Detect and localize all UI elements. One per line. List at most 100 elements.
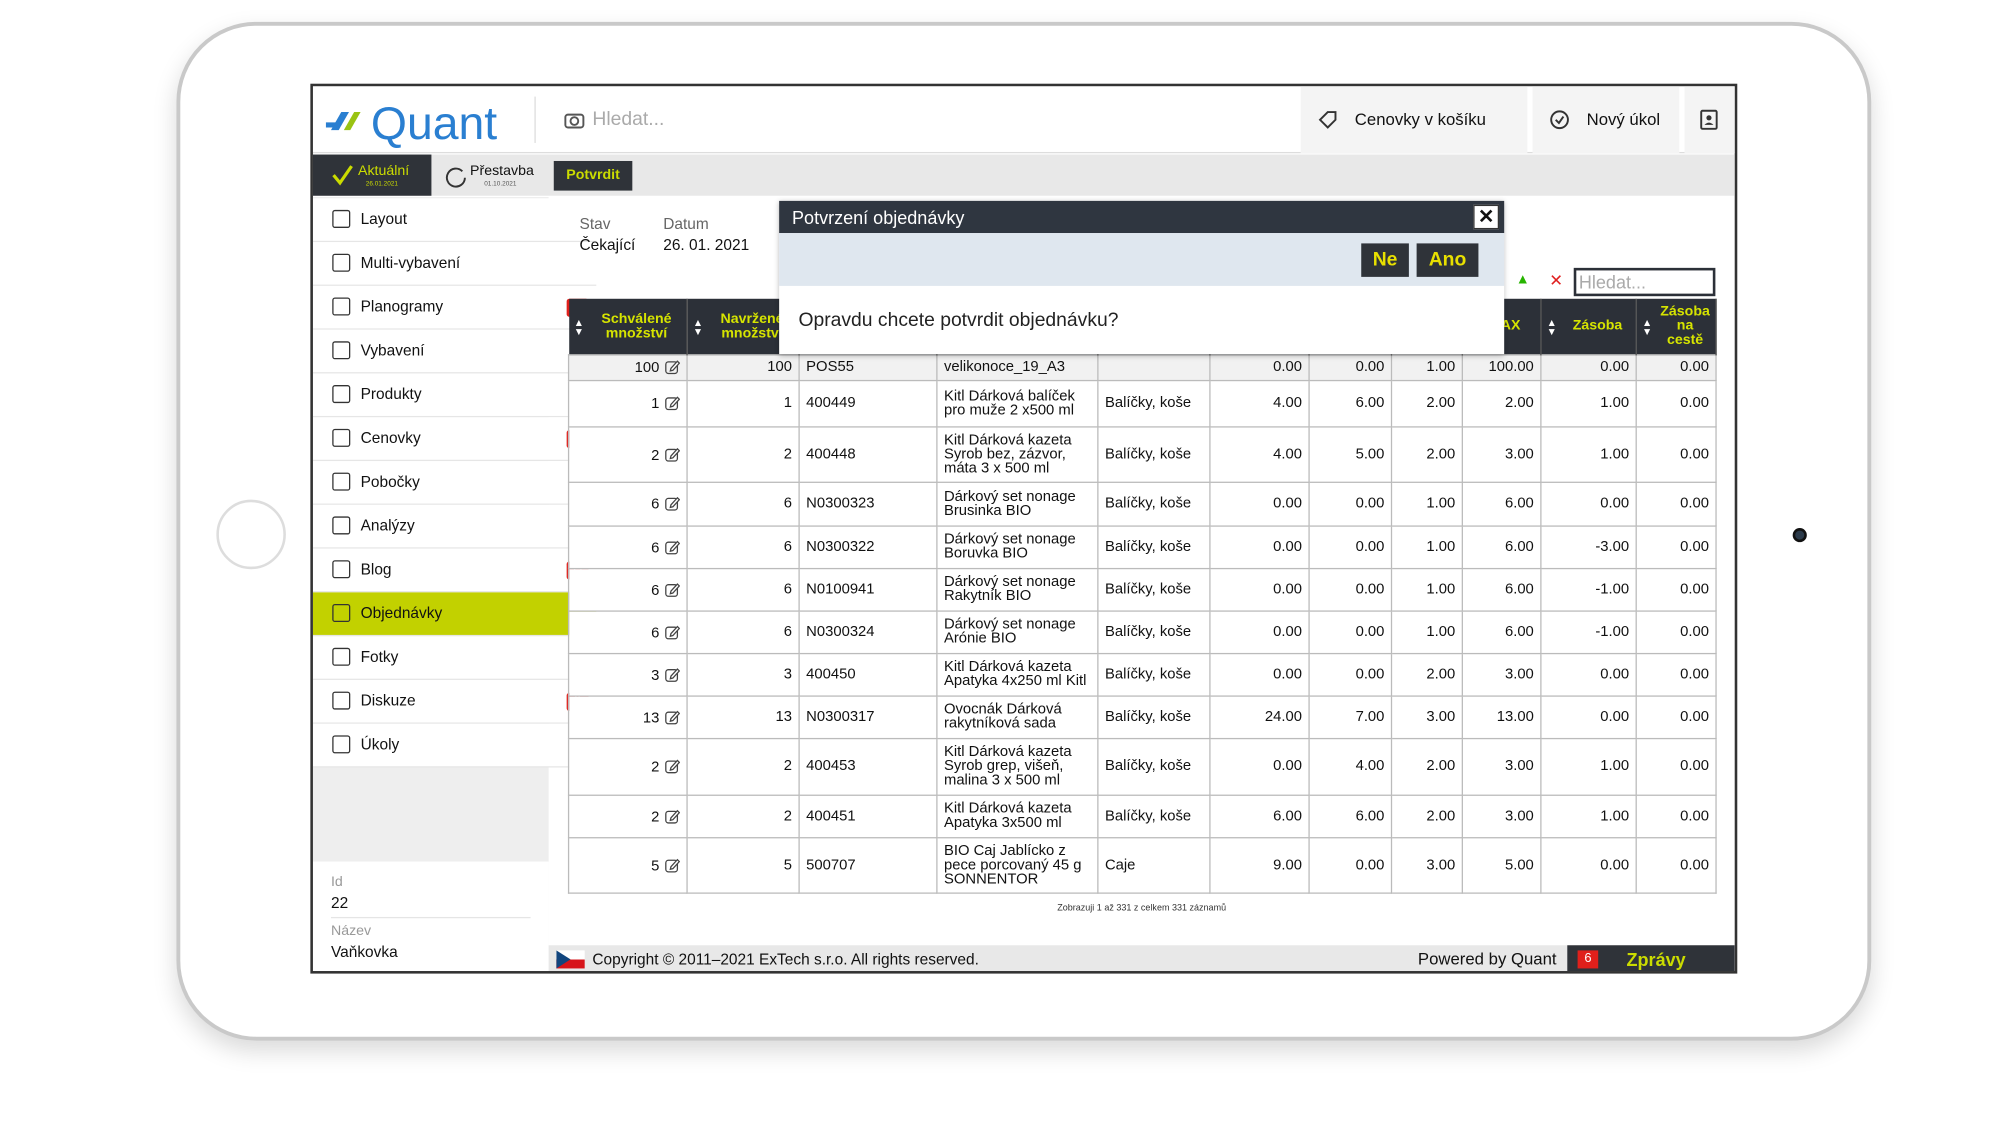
sidebar-item[interactable]: Produkty <box>312 373 597 418</box>
column-header[interactable]: ▲ ▼ Schválené množství <box>568 298 688 355</box>
table-cell: 0.00 <box>1308 525 1393 570</box>
cell-text: 2.00 <box>1426 446 1456 462</box>
flag <box>556 950 585 969</box>
cell-text: 6 <box>651 540 660 556</box>
edit-icon[interactable] <box>665 808 681 823</box>
table-cell: 6.00 <box>1308 379 1393 428</box>
sort-icon: ▲▼ <box>692 316 704 337</box>
sidebar-item[interactable]: Fotky <box>312 636 597 680</box>
table-row: 6 6 N0100941 Dárkový set nonage Rakytník BI… <box>567 567 1717 612</box>
edit-icon[interactable] <box>665 709 681 724</box>
table-cell: Kitl Dárková kazeta Syrob grep, višeň, m… <box>936 737 1099 796</box>
edit-icon[interactable] <box>665 446 681 462</box>
header-label: Zásoba na cestě <box>1660 303 1710 348</box>
cell-text: Dárkový set nonage Arónie BIO <box>943 616 1076 647</box>
cell-text: 100 <box>634 360 660 377</box>
cell-text: 13 <box>775 708 793 725</box>
confirm-button[interactable]: Potvrdit <box>553 160 633 191</box>
edit-icon[interactable] <box>665 581 681 597</box>
search-input[interactable]: Hledat... <box>592 108 665 131</box>
header-wrap: ▲ ▼ Schválené množství <box>574 312 682 340</box>
table-cell: 1.00 <box>1540 379 1637 428</box>
table-cell: Balíčky, koše <box>1097 794 1211 839</box>
sidebar-item[interactable]: Pobočky <box>312 461 597 505</box>
cell-text: 0.00 <box>1680 758 1709 774</box>
new-task-button[interactable]: Nový úkol <box>1532 86 1680 154</box>
sidebar-item[interactable]: Planogramy5 <box>312 285 597 330</box>
table-cell: 0.00 <box>1635 794 1717 839</box>
table-row: 6 6 N0300324 Dárkový set nonage Arónie BIO B… <box>567 610 1717 655</box>
sidebar-item[interactable]: Multi-vybavení <box>312 242 597 286</box>
cell-text: 0.00 <box>1680 666 1709 682</box>
table-cell: 6.00 <box>1461 610 1542 655</box>
sidebar-item[interactable]: Cenovky 3 <box>312 417 597 462</box>
cell-text: 2.00 <box>1426 395 1456 411</box>
user-button[interactable] <box>1684 86 1735 154</box>
powered-by: Powered by Quant <box>1417 949 1557 969</box>
sidebar-item[interactable]: Vybavení <box>312 329 597 374</box>
tab-label: Aktuální <box>358 163 410 180</box>
edit-icon[interactable] <box>665 539 681 554</box>
camera <box>1792 528 1807 543</box>
messages-button[interactable]: 6 Zprávy <box>1567 945 1735 972</box>
sidebar-item[interactable]: Blog 11 <box>312 548 597 593</box>
sort-up[interactable]: ▲ <box>1515 271 1530 288</box>
price-tags-button[interactable]: Cenovky v košíku <box>1300 86 1528 154</box>
edit-icon[interactable] <box>665 759 681 774</box>
column-header[interactable]: ▲ ▼ Zásoba <box>1540 298 1637 355</box>
tab[interactable]: Přestavba 01.10.2021 <box>431 155 549 196</box>
cell-text: 400450 <box>806 666 856 682</box>
cell-text: 4.00 <box>1273 446 1302 462</box>
sidebar-item[interactable]: Diskuze 9 <box>312 679 597 724</box>
clear-filter[interactable]: ✕ <box>1549 270 1564 290</box>
sidebar-item[interactable]: Analýzy <box>312 504 597 549</box>
sidebar-item[interactable]: Objednávky <box>312 592 597 637</box>
edit-icon[interactable] <box>665 857 681 872</box>
no-button[interactable]: Ne <box>1361 243 1409 277</box>
cell-text: 6 <box>651 497 660 513</box>
table-row: 2 2 400448 Kitl Dárková kazeta Syrob bez, z… <box>567 426 1717 483</box>
table-cell: 5 <box>686 837 800 894</box>
cell-text: 4.00 <box>1273 395 1302 411</box>
tab-active[interactable]: Aktuální 26.01.2021 <box>312 154 432 196</box>
cell-text: 6 <box>783 581 793 597</box>
cell-text: 6.00 <box>1504 581 1534 597</box>
table-cell: 0.00 <box>1540 837 1637 894</box>
sort-icon: ▲▼ <box>573 316 584 337</box>
table-cell: 0.00 <box>1308 567 1393 612</box>
table-cell: 1.00 <box>1390 567 1463 612</box>
edit-icon[interactable] <box>665 624 681 639</box>
info-label: Id <box>330 874 343 890</box>
cell-text: Caje <box>1104 857 1136 873</box>
sidebar-item[interactable]: Layout <box>312 198 597 243</box>
sidebar-icon <box>332 735 351 754</box>
header-wrap: ▲ ▼ Navržené množství <box>693 312 793 340</box>
column-header[interactable]: ▲ ▼ Zásoba na cestě <box>1636 298 1717 355</box>
cell-text: 0.00 <box>1680 359 1709 375</box>
table-cell: 3 <box>686 652 800 697</box>
cell-text: 0.00 <box>1355 666 1385 682</box>
table-cell: 1.00 <box>1390 525 1463 570</box>
yes-button[interactable]: Ano <box>1416 243 1479 277</box>
sidebar-item[interactable]: Úkoly <box>312 723 597 768</box>
table-cell: 2.00 <box>1461 379 1542 428</box>
cell-text: Balíčky, koše <box>1104 623 1192 640</box>
edit-icon[interactable] <box>665 359 681 375</box>
table-cell: 2 <box>686 794 800 839</box>
cell-text: Kitl Dárková kazeta Apatyka 3x500 ml <box>943 801 1072 831</box>
cell-text: 6 <box>651 582 660 599</box>
table-row: 13 13 N0300317 Ovocnák Dárková rakytníková … <box>567 695 1717 740</box>
cell-text: Balíčky, koše <box>1104 758 1192 774</box>
cell-text: Balíčky, koše <box>1104 495 1192 512</box>
dialog-close[interactable]: ✕ <box>1473 204 1500 230</box>
table-search[interactable]: Hledat... <box>1573 267 1716 297</box>
table-cell: 0.00 <box>1209 481 1310 527</box>
table-cell: 2.00 <box>1390 737 1463 796</box>
edit-icon[interactable] <box>665 395 681 411</box>
table-cell: 1.00 <box>1390 610 1463 655</box>
cell-text: N0300322 <box>806 538 875 555</box>
edit-icon[interactable] <box>665 496 681 511</box>
edit-icon[interactable] <box>665 666 681 682</box>
table-cell: Kitl Dárková kazeta Apatyka 4x250 ml Kit… <box>936 652 1099 697</box>
